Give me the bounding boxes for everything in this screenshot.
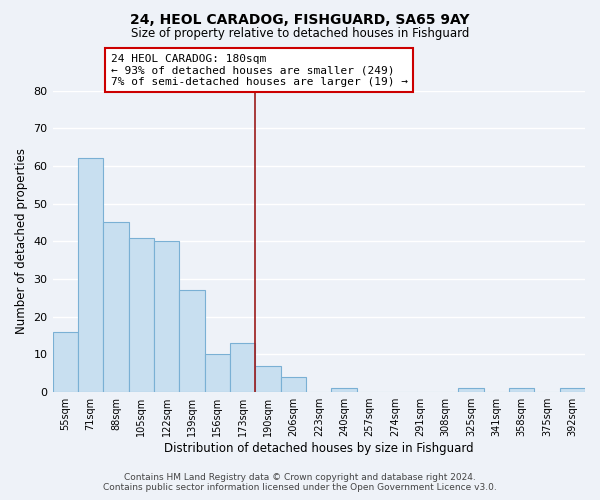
Bar — [509, 388, 534, 392]
Bar — [128, 238, 154, 392]
Bar — [179, 290, 205, 392]
Y-axis label: Number of detached properties: Number of detached properties — [15, 148, 28, 334]
Bar — [154, 242, 179, 392]
Bar — [205, 354, 230, 392]
Bar — [78, 158, 103, 392]
Bar — [458, 388, 484, 392]
Text: Contains HM Land Registry data © Crown copyright and database right 2024.
Contai: Contains HM Land Registry data © Crown c… — [103, 473, 497, 492]
Bar — [53, 332, 78, 392]
Bar — [103, 222, 128, 392]
Text: 24, HEOL CARADOG, FISHGUARD, SA65 9AY: 24, HEOL CARADOG, FISHGUARD, SA65 9AY — [130, 12, 470, 26]
Text: Size of property relative to detached houses in Fishguard: Size of property relative to detached ho… — [131, 28, 469, 40]
Bar — [281, 377, 306, 392]
Bar — [331, 388, 357, 392]
X-axis label: Distribution of detached houses by size in Fishguard: Distribution of detached houses by size … — [164, 442, 473, 455]
Text: 24 HEOL CARADOG: 180sqm
← 93% of detached houses are smaller (249)
7% of semi-de: 24 HEOL CARADOG: 180sqm ← 93% of detache… — [111, 54, 408, 86]
Bar — [230, 343, 256, 392]
Bar — [256, 366, 281, 392]
Bar — [560, 388, 585, 392]
